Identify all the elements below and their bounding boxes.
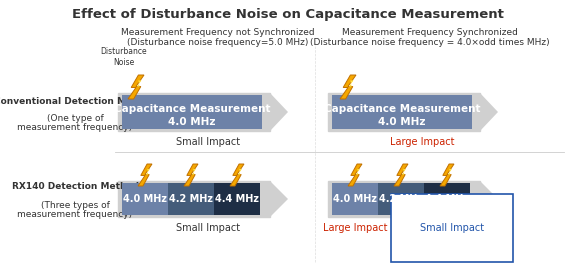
Polygon shape: [440, 164, 454, 186]
Polygon shape: [137, 80, 141, 87]
Text: Large Impact: Large Impact: [323, 223, 387, 233]
Polygon shape: [270, 93, 288, 131]
Bar: [424, 183, 470, 215]
Text: Small Impact: Small Impact: [420, 223, 484, 233]
Text: 4.0 MHz: 4.0 MHz: [168, 117, 216, 127]
Bar: [122, 95, 262, 129]
Polygon shape: [348, 164, 362, 186]
Polygon shape: [480, 181, 498, 217]
Polygon shape: [480, 93, 498, 131]
Text: (Three types of: (Three types of: [41, 201, 109, 210]
Polygon shape: [340, 75, 356, 99]
Text: 4.0 MHz: 4.0 MHz: [333, 194, 377, 204]
Text: Measurement Frequency Synchronized: Measurement Frequency Synchronized: [342, 28, 518, 37]
Text: measurement frequency): measurement frequency): [17, 123, 133, 132]
Bar: [332, 183, 378, 215]
Text: 4.2 MHz: 4.2 MHz: [169, 194, 213, 204]
Bar: [328, 181, 480, 217]
Text: 4.4 MHz: 4.4 MHz: [215, 194, 259, 204]
Text: 4.0 MHz: 4.0 MHz: [378, 117, 426, 127]
Polygon shape: [448, 169, 452, 175]
Text: Large Impact: Large Impact: [390, 137, 454, 147]
Polygon shape: [138, 164, 152, 186]
Bar: [332, 95, 472, 129]
Text: 4.2 MHz: 4.2 MHz: [379, 194, 423, 204]
Bar: [328, 93, 480, 131]
Bar: [118, 181, 270, 217]
Text: Disturbance
Noise: Disturbance Noise: [101, 47, 147, 67]
Bar: [378, 183, 424, 215]
Bar: [214, 183, 260, 215]
Bar: [122, 183, 168, 215]
Text: (Disturbance noise frequency=5.0 MHz): (Disturbance noise frequency=5.0 MHz): [127, 38, 309, 47]
Text: RX140 Detection Method: RX140 Detection Method: [12, 182, 139, 191]
Text: Effect of Disturbance Noise on Capacitance Measurement: Effect of Disturbance Noise on Capacitan…: [71, 8, 504, 21]
Text: Measurement Frequency not Synchronized: Measurement Frequency not Synchronized: [121, 28, 315, 37]
Polygon shape: [230, 164, 244, 186]
Polygon shape: [349, 80, 354, 87]
Bar: [118, 93, 270, 131]
Text: Conventional Detection Method: Conventional Detection Method: [0, 97, 156, 106]
Text: Capacitance Measurement: Capacitance Measurement: [324, 104, 480, 114]
Polygon shape: [192, 169, 196, 175]
Polygon shape: [402, 169, 406, 175]
Text: (One type of: (One type of: [47, 114, 104, 123]
Polygon shape: [238, 169, 242, 175]
Polygon shape: [270, 181, 288, 217]
Text: Capacitance Measurement: Capacitance Measurement: [114, 104, 270, 114]
Polygon shape: [128, 75, 144, 99]
Text: measurement frequency): measurement frequency): [17, 210, 133, 219]
Text: Small Impact: Small Impact: [176, 137, 240, 147]
Text: 4.4 MHz: 4.4 MHz: [425, 194, 469, 204]
Text: Small Impact: Small Impact: [176, 223, 240, 233]
Polygon shape: [394, 164, 408, 186]
Polygon shape: [184, 164, 198, 186]
Bar: [168, 183, 214, 215]
Text: (Disturbance noise frequency = 4.0×odd times MHz): (Disturbance noise frequency = 4.0×odd t…: [310, 38, 550, 47]
Text: 4.0 MHz: 4.0 MHz: [123, 194, 167, 204]
Polygon shape: [146, 169, 150, 175]
Polygon shape: [356, 169, 360, 175]
